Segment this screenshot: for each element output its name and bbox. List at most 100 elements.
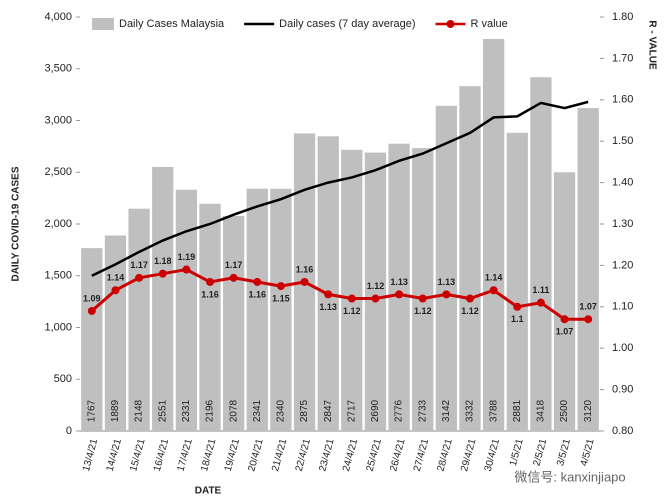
y-tick-label: 3,500 <box>44 63 72 75</box>
r-marker <box>253 277 262 286</box>
r-marker <box>135 273 144 282</box>
y-tick-label: 3,000 <box>44 114 72 126</box>
x-tick-label: 13/4/21 <box>81 437 100 472</box>
r-marker <box>276 282 285 291</box>
bar <box>317 136 339 431</box>
bar-label: 3142 <box>441 399 452 422</box>
bar-label: 2776 <box>394 399 405 422</box>
x-tick-label: 21/4/21 <box>270 437 289 472</box>
r-label: 1.14 <box>485 273 503 283</box>
bar <box>152 166 174 431</box>
r-label: 1.17 <box>130 260 148 270</box>
bar-label: 3788 <box>488 399 499 422</box>
bar <box>128 208 150 431</box>
bar-label: 2881 <box>512 399 523 422</box>
r-label: 1.13 <box>390 277 408 287</box>
y2-tick-label: 1.20 <box>612 259 633 271</box>
r-label: 1.09 <box>83 293 101 303</box>
bar-label: 2733 <box>417 399 428 422</box>
bar <box>530 77 552 431</box>
bar-label: 2717 <box>346 399 357 422</box>
bar-label: 2148 <box>134 399 145 422</box>
r-marker <box>584 315 593 324</box>
bar-label: 3418 <box>536 399 547 422</box>
x-tick-label: 22/4/21 <box>294 437 313 472</box>
bar <box>506 132 528 431</box>
legend-label: R value <box>471 18 508 30</box>
bar <box>553 172 576 431</box>
y-tick-label: 1,000 <box>44 321 72 333</box>
y-tick-label: 2,500 <box>44 166 72 178</box>
r-marker <box>489 286 498 295</box>
r-label: 1.16 <box>249 289 267 299</box>
y-tick-label: 1,500 <box>44 270 72 282</box>
x-tick-label: 27/4/21 <box>412 437 431 472</box>
bar-label: 1889 <box>110 399 121 422</box>
r-label: 1.14 <box>107 273 125 283</box>
bar-label: 2500 <box>559 399 570 422</box>
y-tick-label: 500 <box>54 373 72 385</box>
x-tick-label: 16/4/21 <box>152 437 171 472</box>
r-marker <box>418 294 427 303</box>
r-marker <box>442 290 451 299</box>
r-label: 1.16 <box>201 289 219 299</box>
y2-tick-label: 1.10 <box>612 301 633 313</box>
bar-label: 2078 <box>228 399 239 422</box>
x-tick-label: 14/4/21 <box>105 437 124 472</box>
bar-label: 1767 <box>86 399 97 422</box>
x-tick-label: 25/4/21 <box>365 437 384 472</box>
y2-tick-label: 1.30 <box>612 218 633 230</box>
x-tick-label: 20/4/21 <box>246 437 265 472</box>
bar <box>199 203 221 431</box>
y2-tick-label: 1.00 <box>612 342 633 354</box>
bar <box>104 235 127 431</box>
r-marker <box>560 315 569 324</box>
bar <box>364 152 387 431</box>
r-label: 1.11 <box>532 285 549 295</box>
bar-label: 2340 <box>276 399 287 422</box>
r-marker <box>536 298 545 307</box>
bar <box>270 188 292 431</box>
x-tick-label: 28/4/21 <box>436 437 455 472</box>
y-axis-title: DAILY COVID-19 CASES <box>11 166 22 281</box>
r-label: 1.07 <box>579 302 597 312</box>
r-label: 1.15 <box>272 293 290 303</box>
r-marker <box>513 302 522 311</box>
x-tick-label: 2/5/21 <box>532 437 550 467</box>
legend-label: Daily Cases Malaysia <box>119 18 225 30</box>
r-label: 1.13 <box>438 277 456 287</box>
r-marker <box>466 294 474 303</box>
y2-tick-label: 0.80 <box>612 425 633 437</box>
y-tick-label: 2,000 <box>44 218 72 230</box>
bar-label: 2196 <box>205 399 216 422</box>
r-label: 1.16 <box>296 264 314 274</box>
x-tick-label: 23/4/21 <box>317 437 336 472</box>
y-tick-label: 0 <box>66 425 72 437</box>
x-tick-label: 26/4/21 <box>388 437 407 472</box>
bar-label: 2690 <box>370 399 381 422</box>
r-label: 1.13 <box>319 302 337 312</box>
r-marker <box>206 277 214 286</box>
r-marker <box>87 306 96 315</box>
r-label: 1.12 <box>461 306 479 316</box>
r-marker <box>371 294 380 303</box>
x-tick-label: 3/5/21 <box>555 437 573 467</box>
bar <box>223 215 245 431</box>
r-marker <box>182 265 191 274</box>
watermark: 微信号: kanxinjiapo <box>514 469 625 484</box>
bar-label: 2875 <box>299 399 310 422</box>
y2-axis-title: R - VALUE <box>646 20 657 70</box>
r-marker <box>300 277 309 286</box>
bar <box>435 105 457 431</box>
x-tick-label: 1/5/21 <box>508 437 526 467</box>
bar-label: 2551 <box>157 399 168 422</box>
y2-tick-label: 1.70 <box>612 52 633 64</box>
bar <box>341 149 363 431</box>
bar-label: 3120 <box>583 399 594 422</box>
legend-marker <box>446 20 455 28</box>
r-label: 1.07 <box>556 327 574 337</box>
y2-tick-label: 1.60 <box>612 94 633 106</box>
y2-tick-label: 1.40 <box>612 177 633 189</box>
r-marker <box>347 294 356 303</box>
